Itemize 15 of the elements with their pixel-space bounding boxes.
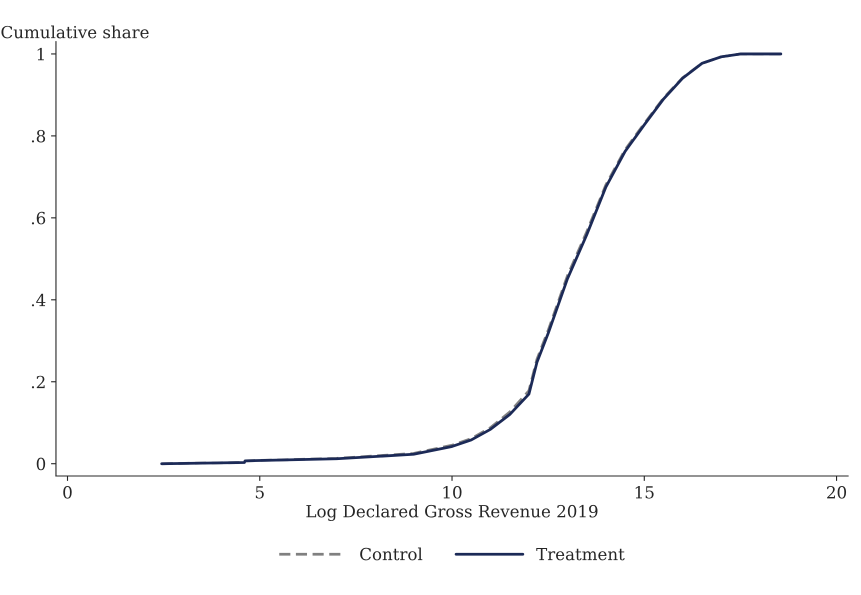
legend-label: Treatment [536, 548, 625, 560]
y-axis-title: Cumulative share [1, 26, 149, 38]
legend-label: Control [360, 547, 422, 560]
y-tick-label: .2 [32, 376, 45, 388]
y-tick-label: 0 [36, 458, 46, 470]
x-tick-label: 15 [636, 486, 654, 499]
y-tick-label: 1 [38, 48, 44, 60]
x-tick-label: 0 [63, 486, 72, 499]
x-tick-label: 20 [827, 486, 846, 499]
y-tick-label: .8 [32, 130, 46, 142]
y-tick-label: .4 [32, 294, 46, 306]
y-tick-label: .6 [32, 212, 46, 224]
x-axis-title: Log Declared Gross Revenue 2019 [306, 504, 598, 521]
x-tick-label: 5 [256, 486, 264, 499]
x-tick-label: 10 [443, 486, 462, 499]
